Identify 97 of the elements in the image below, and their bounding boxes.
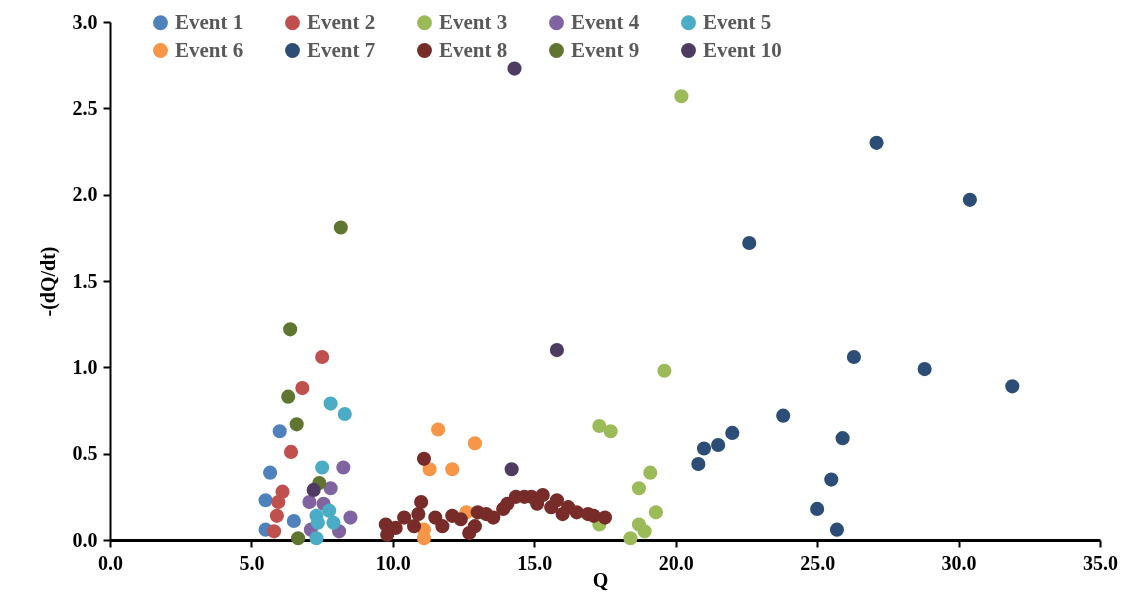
point — [323, 396, 338, 411]
point — [504, 462, 519, 477]
y-tick-label: 2.0 — [72, 183, 98, 206]
x-tick-label: 30.0 — [941, 551, 977, 574]
point — [549, 493, 564, 508]
point — [623, 531, 638, 546]
point — [422, 462, 437, 477]
point — [637, 524, 652, 539]
point — [309, 531, 324, 546]
point — [691, 456, 706, 472]
point — [326, 515, 341, 530]
point — [302, 494, 317, 510]
point — [467, 436, 482, 451]
point — [315, 349, 330, 365]
point — [343, 510, 358, 525]
point — [283, 444, 299, 459]
point — [829, 522, 845, 537]
legend-label: Event 8 — [439, 37, 508, 62]
legend-label: Event 10 — [703, 37, 782, 62]
point — [333, 220, 348, 235]
point — [869, 135, 884, 150]
point — [535, 488, 550, 503]
point — [810, 501, 825, 516]
y-tick-label: 2.5 — [72, 96, 98, 119]
point — [258, 493, 273, 508]
point — [407, 519, 422, 534]
point — [592, 418, 607, 434]
legend-label: Event 7 — [307, 37, 376, 62]
point — [272, 424, 287, 439]
point — [295, 381, 310, 396]
point — [711, 437, 726, 453]
point — [835, 431, 850, 446]
x-tick-label: 10.0 — [375, 551, 411, 574]
legend-label: Event 2 — [307, 9, 376, 34]
x-axis-title: Q — [592, 568, 609, 591]
x-tick-label: 5.0 — [239, 551, 265, 574]
point — [286, 513, 301, 529]
point — [453, 512, 468, 527]
x-tick-label: 20.0 — [658, 551, 694, 574]
point — [917, 362, 932, 377]
point — [306, 482, 321, 497]
point — [648, 505, 663, 520]
point — [549, 343, 564, 358]
legend-label: Event 5 — [703, 9, 772, 34]
y-tick-label: 3.0 — [72, 10, 98, 33]
point — [1005, 379, 1020, 394]
legend-label: Event 6 — [175, 37, 244, 62]
point — [597, 510, 613, 525]
point — [445, 462, 460, 477]
point — [696, 441, 712, 456]
point — [414, 494, 429, 510]
point — [416, 531, 432, 546]
y-axis-title: -(dQ/dt) — [36, 246, 60, 317]
point — [411, 507, 426, 522]
point — [323, 481, 338, 496]
point — [431, 422, 446, 437]
x-tick-label: 15.0 — [517, 551, 553, 574]
point — [266, 524, 282, 539]
y-tick-label: 1.0 — [72, 355, 98, 378]
point — [603, 424, 618, 439]
legend-label: Event 1 — [175, 9, 244, 34]
point — [337, 406, 352, 422]
point — [416, 451, 432, 466]
legend-label: Event 3 — [439, 9, 508, 34]
y-tick-label: 0.5 — [72, 442, 98, 465]
y-tick-label: 1.5 — [72, 269, 98, 292]
x-tick-label: 25.0 — [800, 551, 836, 574]
point — [742, 235, 757, 251]
point — [281, 389, 296, 404]
legend-label: Event 4 — [571, 9, 640, 34]
point — [467, 519, 482, 534]
point — [776, 408, 791, 423]
point — [336, 460, 351, 475]
point — [315, 460, 330, 475]
point — [725, 425, 740, 440]
point — [291, 531, 306, 546]
point — [289, 417, 304, 432]
point — [486, 510, 501, 525]
point — [397, 510, 412, 525]
point — [657, 363, 672, 378]
point — [643, 465, 658, 480]
point — [322, 503, 337, 518]
x-tick-label: 35.0 — [1083, 551, 1118, 574]
point — [435, 519, 450, 534]
point — [507, 61, 522, 76]
point — [824, 472, 839, 487]
point — [674, 89, 689, 104]
x-tick-label: 0.0 — [98, 551, 123, 574]
point — [263, 465, 278, 480]
y-tick-label: 0.0 — [72, 528, 98, 551]
legend-label: Event 9 — [571, 37, 640, 62]
point — [269, 508, 284, 523]
point — [271, 494, 286, 510]
point — [283, 322, 298, 337]
point — [962, 192, 977, 207]
point — [846, 349, 861, 365]
point — [631, 481, 647, 496]
